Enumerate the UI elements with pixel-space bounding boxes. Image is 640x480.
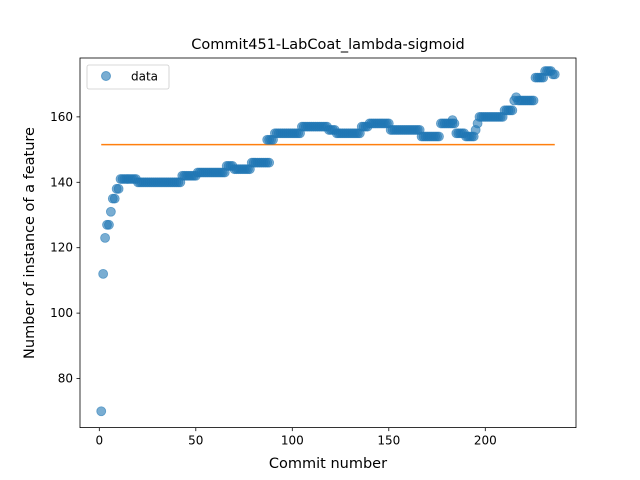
- chart-title: Commit451-LabCoat_lambda-sigmoid: [191, 37, 464, 53]
- x-tick-label: 200: [474, 434, 497, 448]
- y-tick-label: 100: [50, 306, 73, 320]
- data-point: [104, 219, 114, 230]
- x-tick-label: 50: [188, 434, 203, 448]
- legend-label: data: [131, 70, 158, 84]
- legend: data: [86, 64, 170, 90]
- y-tick-label: 120: [50, 241, 73, 255]
- data-point: [113, 183, 124, 194]
- x-tick-label: 100: [281, 434, 304, 448]
- data-point: [96, 406, 107, 417]
- axes-frame: [79, 57, 577, 429]
- data-point: [98, 268, 109, 279]
- x-axis-label: Commit number: [269, 456, 387, 472]
- legend-marker: [101, 71, 111, 81]
- data-point: [264, 157, 275, 168]
- data-point: [549, 69, 560, 80]
- x-tick-label: 150: [377, 434, 400, 448]
- y-tick-label: 80: [58, 372, 73, 386]
- data-point: [109, 193, 120, 204]
- data-point: [507, 105, 518, 116]
- legend-box: [86, 64, 170, 90]
- data-point: [100, 232, 110, 243]
- data-point: [105, 206, 116, 217]
- x-tick-label: 0: [95, 434, 103, 448]
- data-point: [434, 131, 444, 142]
- plot-area: [96, 66, 560, 417]
- y-axis-label: Number of instance of a feature: [22, 127, 38, 359]
- x-axis-ticks: 0 50 100 150 200: [95, 427, 497, 448]
- y-axis-ticks: 80 100 120 140 160: [50, 110, 80, 386]
- data-point: [447, 115, 458, 126]
- data-point: [528, 95, 539, 106]
- y-tick-label: 140: [50, 175, 73, 189]
- y-tick-label: 160: [50, 110, 73, 124]
